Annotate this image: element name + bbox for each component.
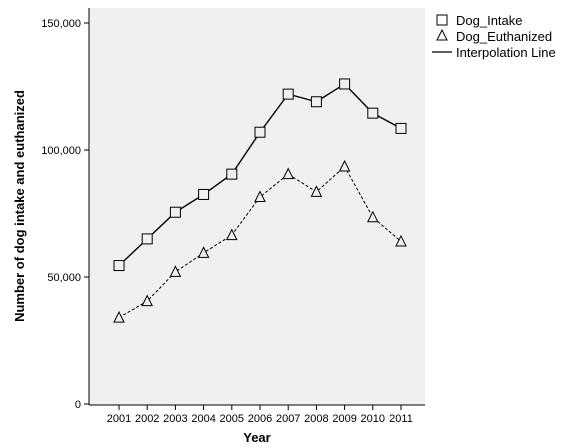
data-point-dog-intake: [113, 260, 125, 272]
x-tick-label: 2005: [220, 413, 244, 425]
x-tick-label: 2003: [163, 413, 187, 425]
x-tick-label: 2008: [304, 413, 328, 425]
plot-background: [89, 8, 425, 405]
series-layer: [113, 78, 407, 323]
x-tick-label: 2007: [276, 413, 300, 425]
data-point-dog-intake: [141, 233, 153, 245]
legend-item: Interpolation Line: [432, 45, 556, 60]
data-point-dog-intake: [169, 206, 181, 218]
data-point-dog-euthanized: [141, 294, 154, 307]
x-tick-label: 2002: [135, 413, 159, 425]
y-axis-title: Number of dog intake and euthanized: [12, 90, 27, 322]
data-point-dog-euthanized: [310, 185, 323, 197]
data-point-dog-intake: [254, 126, 266, 138]
data-point-dog-intake: [395, 122, 407, 134]
series-dog-intake: [113, 78, 407, 272]
legend-triangle-icon: [436, 28, 448, 41]
data-point-dog-euthanized: [395, 234, 407, 247]
data-point-dog-euthanized: [282, 167, 295, 180]
data-point-dog-intake: [226, 168, 238, 180]
x-tick-label: 2006: [248, 413, 272, 425]
legend-square-icon: [436, 14, 448, 26]
legend-label: Interpolation Line: [456, 45, 556, 60]
x-axis-title: Year: [243, 430, 270, 445]
data-point-dog-intake: [339, 78, 351, 90]
data-point-dog-euthanized: [225, 228, 238, 241]
series-dog-euthanized: [113, 159, 407, 323]
x-tick-label: 2004: [191, 413, 215, 425]
series-line-dog-euthanized: [118, 165, 402, 319]
data-point-dog-euthanized: [366, 210, 379, 223]
data-point-dog-intake: [282, 88, 294, 100]
data-point-dog-euthanized: [113, 311, 125, 323]
data-point-dog-intake: [198, 188, 210, 200]
legend-label: Dog_Intake: [456, 13, 523, 28]
data-point-dog-intake: [310, 96, 322, 108]
y-tick-label: 50,000: [47, 272, 81, 284]
data-point-dog-intake: [367, 107, 379, 119]
data-point-dog-euthanized: [197, 246, 210, 258]
legend-item: Dog_Intake: [436, 13, 523, 28]
data-point-dog-euthanized: [169, 265, 182, 277]
x-tick-label: 2001: [107, 413, 131, 425]
legend-item: Dog_Euthanized: [436, 28, 552, 44]
x-tick-label: 2011: [389, 413, 413, 425]
x-tick-label: 2009: [332, 413, 356, 425]
y-axis: 0 50,000 100,000 150,000: [41, 8, 90, 411]
y-tick-label: 100,000: [41, 145, 81, 157]
legend-label: Dog_Euthanized: [456, 29, 552, 44]
x-axis: 2001 2002 2003 2004 2005 2006 2007 2008 2009 2010…: [89, 404, 425, 425]
data-point-dog-euthanized: [254, 190, 266, 202]
y-tick-label: 150,000: [41, 18, 81, 30]
x-tick-label: 2010: [361, 413, 385, 425]
data-point-dog-euthanized: [338, 159, 351, 172]
y-tick-label: 0: [75, 399, 81, 411]
